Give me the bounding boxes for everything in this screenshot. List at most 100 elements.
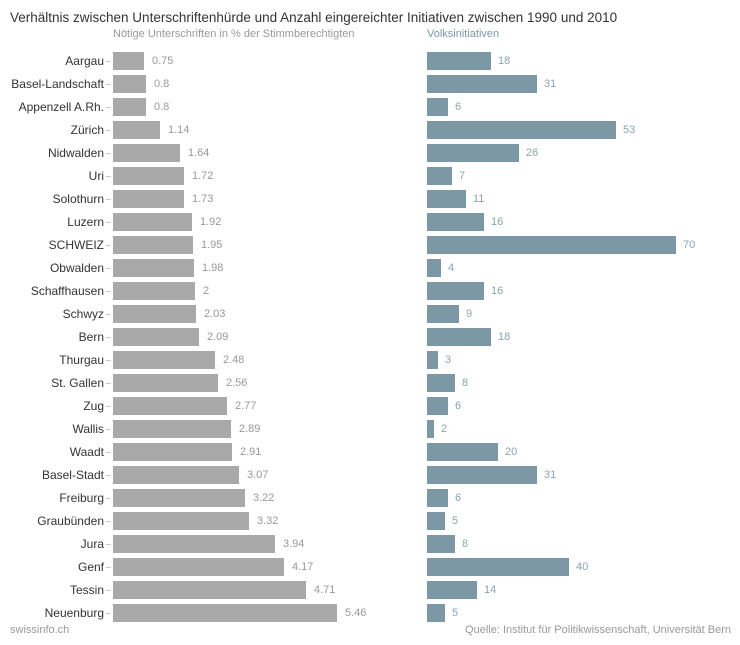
initiative-count-value: 6	[455, 400, 462, 412]
signature-threshold-bar	[113, 236, 193, 254]
canton-label: Schwyz	[62, 307, 104, 321]
signature-threshold-bar	[113, 328, 199, 346]
axis-tick	[106, 291, 111, 292]
axis-tick	[106, 84, 111, 85]
signature-threshold-value: 2.03	[204, 308, 226, 320]
initiative-count-value: 16	[491, 285, 504, 297]
initiative-count-value: 8	[462, 377, 469, 389]
canton-label: Uri	[88, 169, 104, 183]
signature-threshold-bar	[113, 397, 227, 415]
chart-row: Basel-Landschaft 0.8 31	[0, 73, 740, 96]
axis-tick	[106, 406, 111, 407]
canton-label: Wallis	[72, 422, 104, 436]
initiative-count-value: 14	[484, 584, 497, 596]
chart-row: Basel-Stadt 3.07 31	[0, 464, 740, 487]
chart-row: Luzern 1.92 16	[0, 211, 740, 234]
axis-tick	[106, 245, 111, 246]
source-brand: swissinfo.ch	[10, 624, 70, 636]
chart-row: St. Gallen 2.56 8	[0, 372, 740, 395]
initiative-count-value: 31	[544, 78, 557, 90]
canton-label: SCHWEIZ	[48, 238, 104, 252]
initiative-count-value: 18	[498, 331, 511, 343]
chart-row: Jura 3.94 8	[0, 533, 740, 556]
initiative-count-bar	[427, 466, 537, 484]
chart-row: Neuenburg 5.46 5	[0, 602, 740, 625]
canton-label: Waadt	[69, 445, 104, 459]
signature-threshold-value: 1.95	[201, 239, 223, 251]
canton-label: Freiburg	[59, 491, 104, 505]
signature-threshold-value: 2.09	[207, 331, 229, 343]
signature-threshold-value: 2.91	[240, 446, 262, 458]
initiative-count-bar	[427, 305, 459, 323]
initiative-count-value: 5	[452, 515, 459, 527]
axis-tick	[106, 153, 111, 154]
signature-threshold-bar	[113, 190, 184, 208]
canton-label: Zug	[83, 399, 104, 413]
chart-row: Bern 2.09 18	[0, 326, 740, 349]
initiative-count-value: 5	[452, 607, 459, 619]
signature-threshold-bar	[113, 167, 184, 185]
initiative-count-value: 70	[683, 239, 696, 251]
canton-label: Bern	[78, 330, 104, 344]
chart-row: Graubünden 3.32 5	[0, 510, 740, 533]
axis-tick	[106, 360, 111, 361]
signature-threshold-value: 2	[203, 285, 210, 297]
initiative-count-bar	[427, 443, 498, 461]
initiative-count-bar	[427, 581, 477, 599]
signature-threshold-bar	[113, 420, 231, 438]
signature-threshold-value: 1.98	[202, 262, 224, 274]
chart-row: Appenzell A.Rh. 0.8 6	[0, 96, 740, 119]
axis-tick	[106, 383, 111, 384]
axis-tick	[106, 107, 111, 108]
chart-row: SCHWEIZ 1.95 70	[0, 234, 740, 257]
chart-row: Freiburg 3.22 6	[0, 487, 740, 510]
initiative-count-bar	[427, 236, 676, 254]
initiative-count-bar	[427, 259, 441, 277]
initiative-count-value: 40	[576, 561, 589, 573]
initiative-count-value: 16	[491, 216, 504, 228]
chart-row: Tessin 4.71 14	[0, 579, 740, 602]
signature-threshold-bar	[113, 144, 180, 162]
signature-threshold-bar	[113, 121, 160, 139]
chart-row: Zug 2.77 6	[0, 395, 740, 418]
axis-tick	[106, 521, 111, 522]
axis-tick	[106, 498, 111, 499]
initiative-count-bar	[427, 75, 537, 93]
canton-label: St. Gallen	[51, 376, 104, 390]
axis-tick	[106, 590, 111, 591]
axis-tick	[106, 567, 111, 568]
canton-label: Aargau	[65, 54, 104, 68]
signature-threshold-bar	[113, 98, 146, 116]
axis-tick	[106, 429, 111, 430]
signature-threshold-bar	[113, 466, 239, 484]
signature-threshold-bar	[113, 581, 306, 599]
signature-threshold-value: 2.48	[223, 354, 245, 366]
signature-threshold-bar	[113, 558, 284, 576]
chart-row: Solothurn 1.73 11	[0, 188, 740, 211]
canton-label: Graubünden	[37, 514, 104, 528]
axis-tick	[106, 314, 111, 315]
canton-label: Thurgau	[59, 353, 104, 367]
initiative-count-bar	[427, 351, 438, 369]
canton-label: Obwalden	[49, 261, 104, 275]
axis-tick	[106, 130, 111, 131]
chart-row: Nidwalden 1.64 26	[0, 142, 740, 165]
axis-tick	[106, 199, 111, 200]
initiative-count-value: 4	[448, 262, 455, 274]
initiative-count-bar	[427, 374, 455, 392]
initiative-count-bar	[427, 558, 569, 576]
signature-threshold-bar	[113, 374, 218, 392]
signature-threshold-value: 1.92	[200, 216, 222, 228]
initiative-count-bar	[427, 328, 491, 346]
initiative-count-value: 20	[505, 446, 518, 458]
initiative-count-value: 2	[441, 423, 448, 435]
signature-threshold-bar	[113, 52, 144, 70]
initiative-count-value: 11	[473, 193, 485, 205]
chart-row: Uri 1.72 7	[0, 165, 740, 188]
initiative-count-value: 53	[623, 124, 636, 136]
initiative-count-value: 7	[459, 170, 466, 182]
axis-tick	[106, 268, 111, 269]
signature-threshold-bar	[113, 535, 275, 553]
initiative-count-bar	[427, 535, 455, 553]
